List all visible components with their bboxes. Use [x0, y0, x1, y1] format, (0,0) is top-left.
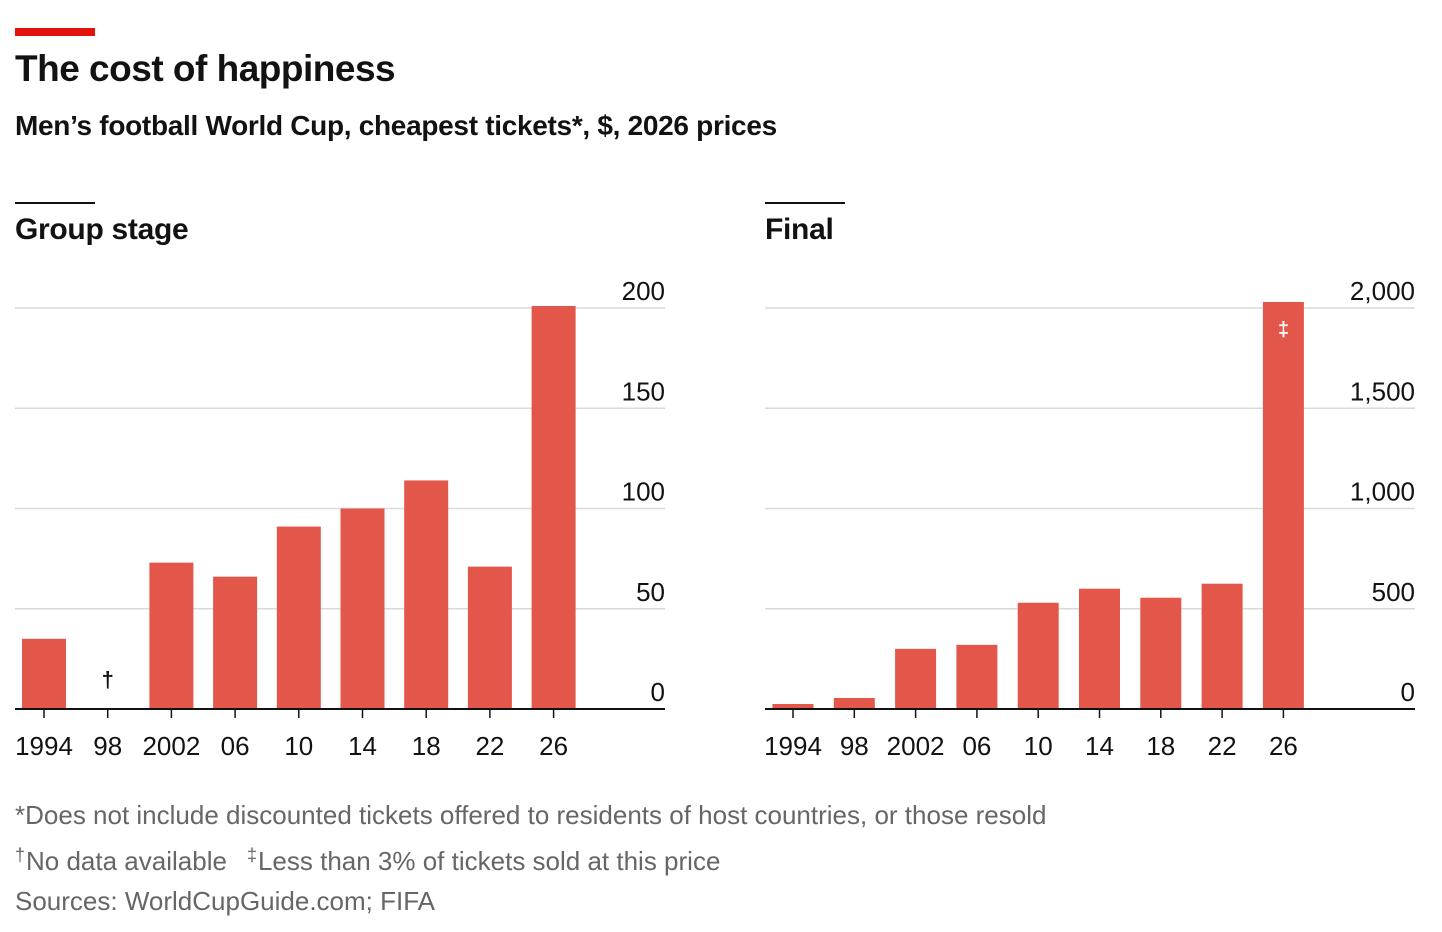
- x-tick-label: 98: [93, 731, 122, 761]
- x-tick-label: 1994: [764, 731, 822, 761]
- y-tick-label: 0: [1401, 677, 1415, 707]
- y-tick-label: 100: [622, 477, 665, 507]
- low-share-marker: ‡: [1278, 319, 1289, 341]
- group-stage-bar-chart: 0 50 100 150 200 1994 98 2002 06 10 14 18 22 26 †: [15, 276, 665, 761]
- bar: [404, 480, 449, 709]
- x-tick-label: 26: [1269, 731, 1298, 761]
- footnotes: *Does not include discounted tickets off…: [15, 795, 1046, 921]
- bar: [1079, 588, 1120, 709]
- bar: [833, 697, 875, 709]
- y-tick-label: 0: [651, 677, 665, 707]
- footnote-discount: *Does not include discounted tickets off…: [15, 800, 1047, 830]
- bar: [956, 644, 998, 709]
- y-tick-label: 200: [622, 276, 665, 306]
- x-tick-label: 18: [412, 731, 441, 761]
- bar: [276, 526, 321, 709]
- y-tick-label: 50: [636, 577, 665, 607]
- x-tick-label: 10: [284, 731, 313, 761]
- x-tick-label: 18: [1146, 731, 1175, 761]
- bar: [340, 508, 385, 709]
- x-tick-label: 2002: [887, 731, 945, 761]
- bar: [149, 562, 194, 709]
- x-tick-label: 22: [1208, 731, 1237, 761]
- bar: [772, 703, 814, 709]
- final-panel: Final 0 500 1,000 1,500 2,000 1994 98 2002 06 10 1…: [764, 200, 1425, 780]
- bar: [1262, 301, 1304, 709]
- x-tick-label: 10: [1024, 731, 1053, 761]
- chart-title: The cost of happiness: [15, 48, 396, 89]
- bar: [1017, 602, 1059, 709]
- footnote-no-data: No data available: [26, 846, 227, 876]
- sources-note: Sources: WorldCupGuide.com; FIFA: [15, 886, 436, 916]
- bar: [1201, 583, 1243, 709]
- footnote-less-than-3pct: Less than 3% of tickets sold at this pri…: [257, 846, 721, 876]
- bar: [531, 305, 576, 709]
- panel-rule: [765, 202, 845, 204]
- x-tick-label: 14: [1085, 731, 1114, 761]
- no-data-marker: †: [102, 667, 114, 692]
- bar: [213, 576, 258, 709]
- bar: [22, 638, 66, 709]
- y-tick-label: 1,500: [1350, 376, 1415, 406]
- y-tick-label: 1,000: [1350, 477, 1415, 507]
- y-tick-label: 150: [622, 376, 665, 406]
- x-tick-label: 26: [539, 731, 568, 761]
- panel-title: Final: [765, 213, 834, 246]
- bar: [467, 566, 512, 709]
- panel-title: Group stage: [15, 213, 189, 246]
- x-tick-label: 14: [348, 731, 377, 761]
- x-tick-label: 2002: [142, 731, 200, 761]
- accent-rule: [15, 28, 95, 36]
- footnote-symbols: †No data available ‡Less than 3% of ticke…: [15, 835, 1046, 881]
- panel-rule: [15, 202, 95, 204]
- x-tick-label: 98: [840, 731, 869, 761]
- dagger-symbol: †: [15, 845, 26, 865]
- y-tick-label: 500: [1372, 577, 1415, 607]
- x-tick-label: 22: [475, 731, 504, 761]
- bar: [895, 648, 937, 709]
- double-dagger-symbol: ‡: [246, 845, 257, 865]
- chart-subtitle: Men’s football World Cup, cheapest ticke…: [15, 110, 777, 141]
- bar: [1140, 597, 1182, 709]
- y-tick-label: 2,000: [1350, 276, 1415, 306]
- x-tick-label: 1994: [15, 731, 73, 761]
- final-bar-chart: 0 500 1,000 1,500 2,000 1994 98 2002 06 10 14 18 22 2…: [764, 276, 1415, 761]
- group-stage-panel: Group stage 0 50 100 150 200 1994 98 2002 06 10 14…: [15, 200, 675, 780]
- x-tick-label: 06: [221, 731, 250, 761]
- x-tick-label: 06: [962, 731, 991, 761]
